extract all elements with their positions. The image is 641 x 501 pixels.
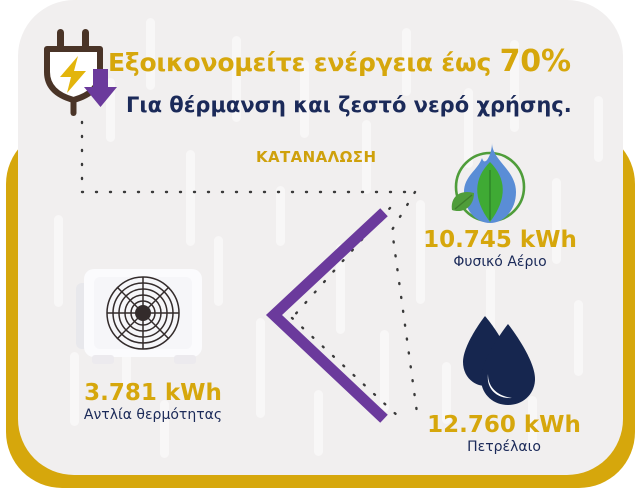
headline-text: Εξοικονομείτε ενέργεια έως <box>108 48 500 77</box>
heat-pump-value-block: 3.781 kWh Αντλία θερμότητας <box>53 381 253 425</box>
heat-pump-caption: Αντλία θερμότητας <box>83 406 223 423</box>
page-title: Εξοικονομείτε ενέργεια έως 70% <box>108 44 571 79</box>
heat-pump-unit-icon <box>76 269 202 364</box>
purple-chevron-icon <box>265 208 388 423</box>
oil-amount: 12.760 kWh <box>427 412 581 438</box>
gas-flame-leaf-icon <box>451 143 526 223</box>
consumption-label: ΚΑΤΑΝΑΛΩΣΗ <box>256 148 377 166</box>
page-subtitle: Για θέρμανση και ζεστό νερό χρήσης. <box>126 93 572 117</box>
oil-droplet-icon <box>463 316 535 405</box>
gas-amount: 10.745 kWh <box>423 227 577 253</box>
gas-value-block: 10.745 kWh Φυσικό Αέριο <box>400 228 600 272</box>
download-arrow-icon <box>84 69 117 107</box>
gas-caption: Φυσικό Αέριο <box>453 253 547 270</box>
oil-value-block: 12.760 kWh Πετρέλαιο <box>404 413 604 457</box>
headline-percent: 70% <box>499 44 571 79</box>
power-plug-icon <box>44 29 117 116</box>
oil-caption: Πετρέλαιο <box>467 438 541 455</box>
heat-pump-amount: 3.781 kWh <box>84 380 222 406</box>
